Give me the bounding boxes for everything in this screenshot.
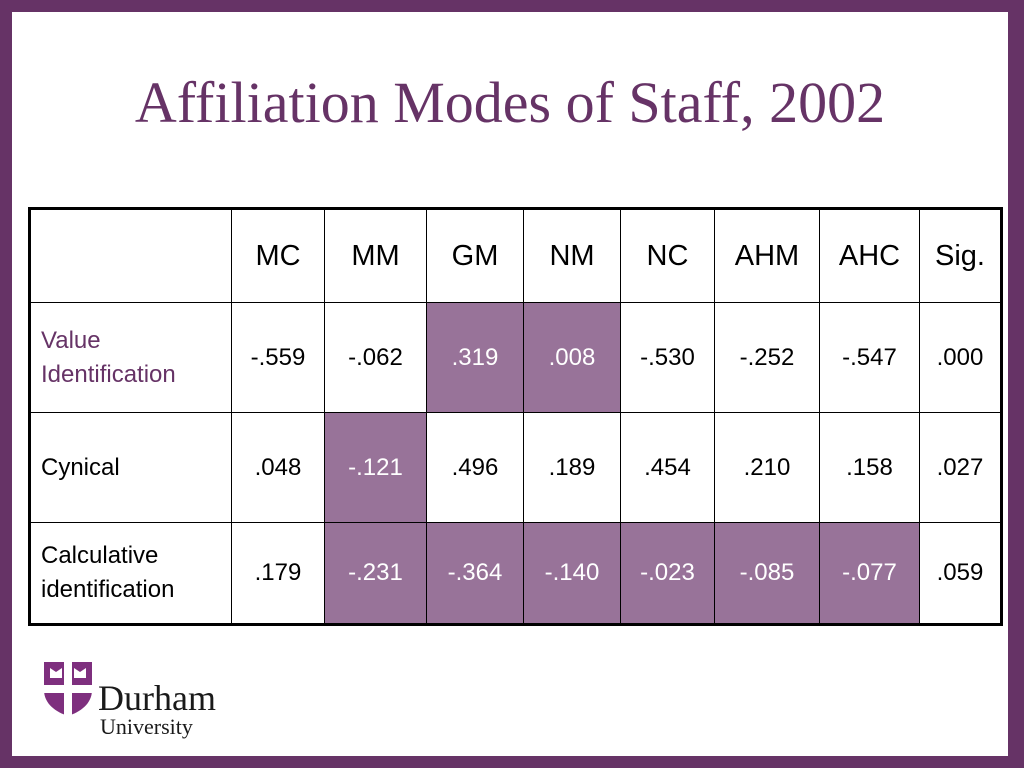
logo-name: Durham [98, 678, 216, 718]
row-label: Value Identification [29, 302, 232, 413]
affiliation-table: MC MM GM NM NC AHM AHC Sig. Value Identi… [28, 207, 1003, 626]
durham-university-logo: Durham University [42, 660, 272, 748]
column-header-ahc: AHC [819, 208, 920, 303]
table-cell: .454 [620, 412, 715, 523]
table-cell: -.140 [523, 522, 621, 625]
slide-title: Affiliation Modes of Staff, 2002 [134, 70, 886, 135]
table-cell: .027 [919, 412, 1002, 523]
table-cell: .189 [523, 412, 621, 523]
table-cell: .000 [919, 302, 1002, 413]
column-header-ahm: AHM [714, 208, 820, 303]
logo-subtitle: University [100, 714, 193, 739]
table-cell: .059 [919, 522, 1002, 625]
table-cell: .158 [819, 412, 920, 523]
table-cell: -.530 [620, 302, 715, 413]
row-label: Calculative identification [29, 522, 232, 625]
table-cell: .496 [426, 412, 524, 523]
durham-crest-icon [44, 662, 92, 716]
table-cell: -.085 [714, 522, 820, 625]
table-row-cynical: Cynical .048 -.121 .496 .189 .454 .210 .… [29, 412, 1002, 523]
header-row: MC MM GM NM NC AHM AHC Sig. [29, 208, 1002, 303]
table-cell: -.252 [714, 302, 820, 413]
table-row-value-identification: Value Identification -.559 -.062 .319 .0… [29, 302, 1002, 413]
table-cell: .210 [714, 412, 820, 523]
table-cell: -.023 [620, 522, 715, 625]
table-cell: -.364 [426, 522, 524, 625]
table-cell: .179 [231, 522, 325, 625]
table-cell: -.062 [324, 302, 427, 413]
slide: Affiliation Modes of Staff, 2002 MC MM G… [12, 12, 1008, 756]
table-cell: -.559 [231, 302, 325, 413]
table-cell: .008 [523, 302, 621, 413]
column-header-nm: NM [523, 208, 621, 303]
column-header-nc: NC [620, 208, 715, 303]
table-cell: -.077 [819, 522, 920, 625]
table-cell: -.547 [819, 302, 920, 413]
table-row-calculative-identification: Calculative identification .179 -.231 -.… [29, 522, 1002, 625]
table-cell: .319 [426, 302, 524, 413]
table-cell: .048 [231, 412, 325, 523]
table-cell: -.231 [324, 522, 427, 625]
row-label: Cynical [29, 412, 232, 523]
header-corner [29, 208, 232, 303]
column-header-mc: MC [231, 208, 325, 303]
column-header-sig: Sig. [919, 208, 1002, 303]
table-cell: -.121 [324, 412, 427, 523]
column-header-mm: MM [324, 208, 427, 303]
column-header-gm: GM [426, 208, 524, 303]
